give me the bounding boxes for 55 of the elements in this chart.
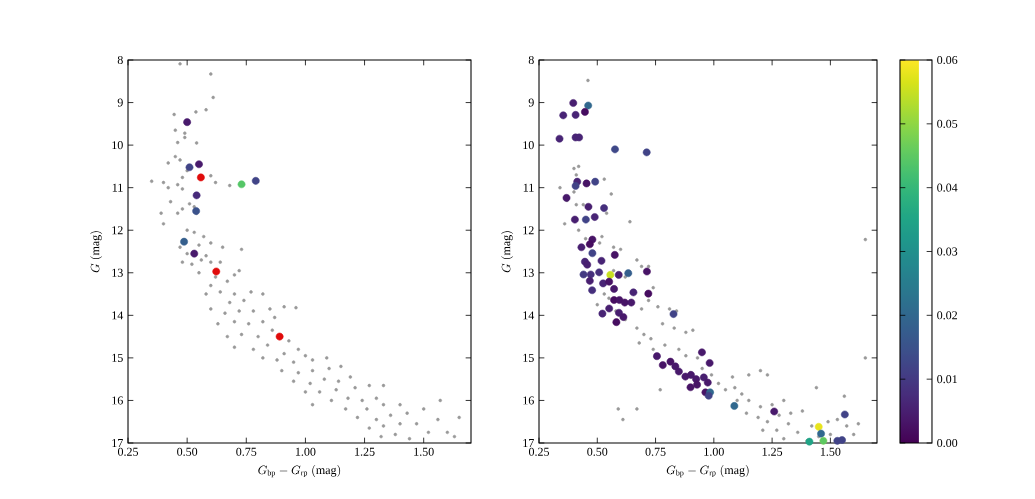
point: [212, 267, 221, 276]
y-tick-label: 13: [112, 268, 123, 277]
x-tick-label: 0.50: [177, 447, 198, 456]
y-tick-label: 16: [523, 396, 534, 405]
y-tick-label: 10: [112, 141, 123, 150]
x-axis-title: $G_{\rm bp} - G_{\rm rp}\ \mathrm{(mag)}$: [258, 464, 341, 478]
color-bar-label: 0.05: [937, 119, 958, 128]
color-bar-label: 0.04: [937, 183, 958, 192]
y-tick-label: 15: [523, 353, 534, 362]
color-bar-label: 0.03: [937, 247, 958, 256]
y-tick-label: 13: [523, 268, 534, 277]
y-tick-label: 10: [523, 141, 534, 150]
y-tick-label: 15: [112, 353, 123, 362]
point: [192, 191, 201, 200]
y-tick-label: 17: [523, 439, 534, 447]
x-tick-label: 0.75: [645, 447, 666, 456]
point: [183, 118, 192, 127]
x-tick-label: 1.50: [414, 447, 434, 456]
y-tick-label: 8: [117, 55, 123, 65]
y-tick-label: 12: [523, 226, 534, 235]
color-bar-label: 0.01: [937, 375, 957, 384]
y-tick-label: 14: [523, 311, 535, 320]
x-tick-label: 0.25: [117, 447, 139, 456]
x-tick-label: 0.75: [236, 447, 257, 456]
x-tick-label: 0.25: [528, 447, 550, 456]
y-tick-label: 11: [112, 183, 123, 192]
point: [192, 207, 201, 215]
point: [237, 180, 246, 189]
point: [275, 332, 284, 341]
y-tick-label: 12: [112, 226, 123, 235]
x-tick-label: 1.00: [704, 447, 724, 456]
point: [197, 173, 205, 182]
point: [185, 163, 194, 172]
color-bar-label: 0.06: [937, 55, 958, 65]
x-tick-label: 1.25: [762, 447, 783, 456]
y-tick-label: 16: [112, 396, 123, 405]
y-tick-label: 9: [528, 98, 534, 107]
x-tick-label: 0.50: [587, 447, 608, 456]
x-tick-label: 1.25: [355, 447, 375, 456]
x-tick-label: 1.50: [820, 447, 841, 456]
y-tick-label: 8: [528, 55, 534, 65]
x-tick-label: 1.00: [295, 447, 316, 456]
color-bar-label: 0.02: [937, 311, 958, 320]
y-axis-title: $G\ \mathrm{(mag)}$: [90, 231, 103, 273]
y-tick-label: 14: [112, 311, 124, 320]
y-tick-label: 11: [523, 183, 534, 192]
point: [180, 237, 188, 246]
color-bar-label: 0.00: [937, 438, 958, 448]
x-axis-title: $G_{\rm bp} - G_{\rm rp}\ \mathrm{(mag)}$: [666, 464, 749, 478]
y-tick-label: 9: [117, 98, 123, 107]
point: [251, 176, 260, 185]
y-axis-title: $G\ \mathrm{(mag)}$: [501, 231, 514, 273]
point: [190, 249, 199, 258]
point: [195, 160, 203, 169]
y-tick-label: 17: [112, 439, 123, 447]
